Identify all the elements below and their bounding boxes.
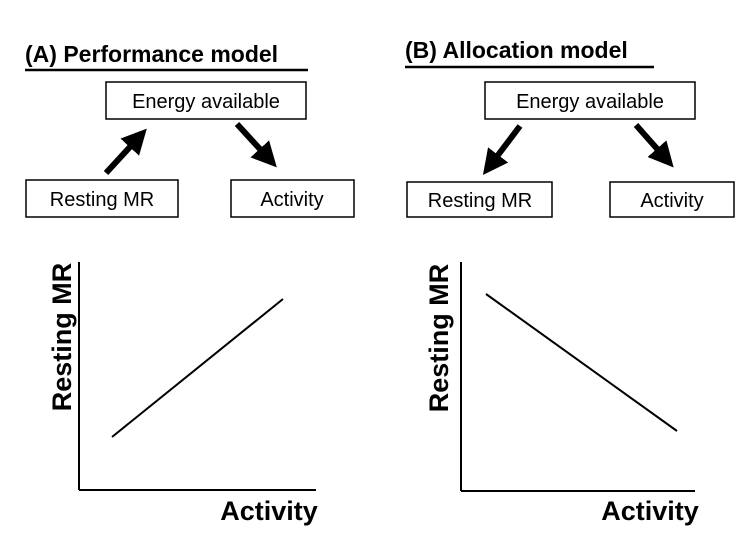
panel-b-x-label: Activity — [601, 496, 699, 526]
panel-b: (B) Allocation model Energy available Re… — [405, 37, 735, 526]
panel-a-resting-label: Resting MR — [50, 189, 154, 211]
panel-b-activity-box-frame — [609, 181, 735, 218]
panel-a-arrow-down-icon — [234, 121, 277, 168]
panel-a-x-label: Activity — [220, 496, 318, 526]
panel-a-energy-box: Energy available — [105, 81, 307, 120]
panel-b-resting-box: Resting MR — [406, 181, 553, 218]
panel-a-resting-box: Resting MR — [25, 179, 179, 218]
panel-b-energy-label: Energy available — [516, 91, 664, 113]
panel-b-activity-box: Activity — [609, 181, 735, 218]
panel-a-activity-label: Activity — [260, 189, 323, 211]
panel-a-resting-box-frame — [25, 179, 179, 218]
panel-a-energy-box-frame — [105, 81, 307, 120]
panel-b-trend-line — [485, 293, 678, 432]
panel-a-arrow-up-icon — [103, 128, 147, 176]
panel-b-resting-label: Resting MR — [428, 190, 532, 212]
panel-b-y-label: Resting MR — [424, 264, 454, 413]
panel-b-arrow-down-right-icon — [633, 123, 674, 168]
panel-a: (A) Performance model Energy available R… — [25, 41, 355, 526]
panel-b-activity-label: Activity — [640, 190, 703, 212]
panel-a-activity-box: Activity — [230, 179, 355, 218]
panel-b-energy-box-frame — [484, 81, 696, 120]
panel-b-energy-box: Energy available — [484, 81, 696, 120]
panel-a-title: (A) Performance model — [25, 41, 278, 67]
panel-b-arrow-down-left-icon — [482, 124, 523, 176]
panel-a-energy-label: Energy available — [132, 91, 280, 113]
panel-a-y-label: Resting MR — [47, 263, 77, 412]
panel-a-trend-line — [111, 298, 284, 438]
panel-a-activity-box-frame — [230, 179, 355, 218]
panel-b-resting-box-frame — [406, 181, 553, 218]
panel-b-title: (B) Allocation model — [405, 37, 628, 63]
